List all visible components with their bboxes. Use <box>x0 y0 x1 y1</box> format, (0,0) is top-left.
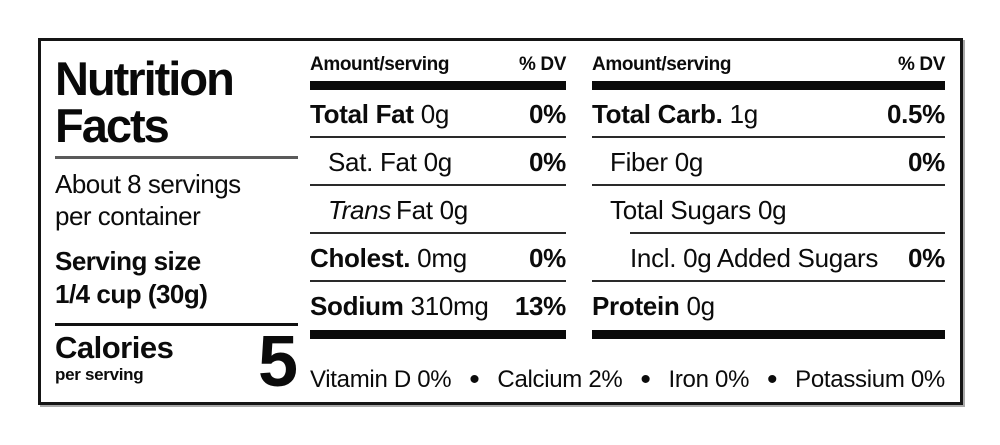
divider <box>55 156 298 159</box>
nutrients-column-right: Amount/serving % DV Total Carb. 1g 0.5% … <box>592 41 945 339</box>
nutrient-amount: 0g <box>420 98 450 129</box>
vitamin-d-value: Vitamin D 0% <box>310 366 452 393</box>
percent-dv-header: % DV <box>519 54 566 75</box>
vitamins-footer: Vitamin D 0% • Calcium 2% • Iron 0% • Po… <box>310 357 945 403</box>
nutrient-name: Protein <box>592 290 680 321</box>
nutrient-name: Total Carb. <box>592 98 723 129</box>
nutrient-name: Cholest. <box>310 242 411 273</box>
nutrient-amount: 1g <box>729 98 759 129</box>
divider <box>310 136 566 138</box>
iron-value: Iron 0% <box>668 366 750 393</box>
serving-size-value: 1/4 cup (30g) <box>55 279 208 309</box>
nutrient-row-total-carb: Total Carb. 1g 0.5% <box>592 90 945 138</box>
nutrient-amount: 0g <box>674 146 704 177</box>
nutrient-dv: 0.5% <box>886 98 945 129</box>
nutrient-name: Total Sugars <box>610 194 751 225</box>
nutrient-amount: 0g <box>686 290 715 321</box>
nutrient-row-total-fat: Total Fat 0g 0% <box>310 90 566 138</box>
nutrient-amount: 310mg <box>410 290 489 321</box>
nutrient-row-sodium: Sodium 310mg 13% <box>310 282 566 330</box>
servings-line-1: About 8 servings <box>55 169 241 199</box>
nutrient-dv: 0% <box>908 146 945 177</box>
nutrition-facts-label: Nutrition Facts About 8 servings per con… <box>38 38 963 405</box>
nutrient-dv: 13% <box>514 290 566 321</box>
amount-per-serving-header: Amount/serving <box>310 54 450 75</box>
bullet-separator: • <box>767 363 778 396</box>
nutrient-row-added-sugars: Incl. 0g Added Sugars 0% <box>592 234 945 282</box>
nutrient-dv: 0% <box>908 242 945 273</box>
nutrient-dv: 0% <box>529 242 566 273</box>
divider <box>310 184 566 186</box>
nutrient-name: Incl. 0g Added Sugars <box>630 242 879 273</box>
nutrient-row-trans-fat: Trans Fat 0g <box>310 186 566 234</box>
title-line-1: Nutrition <box>55 52 235 105</box>
percent-dv-header: % DV <box>898 54 945 75</box>
nutrient-row-total-sugars: Total Sugars 0g <box>592 186 945 234</box>
calories-labels: Calories per serving <box>55 330 174 385</box>
divider <box>310 232 566 234</box>
calories-value: 5 <box>257 322 298 402</box>
nutrient-row-cholesterol: Cholest. 0mg 0% <box>310 234 566 282</box>
nutrient-dv: 0% <box>529 98 566 129</box>
nutrient-name: Sodium <box>310 290 404 321</box>
column-header: Amount/serving % DV <box>592 41 945 81</box>
calories-label: Calories <box>55 330 174 365</box>
nutrients-column-left: Amount/serving % DV Total Fat 0g 0% Sat.… <box>310 41 566 339</box>
nutrient-amount: 0mg <box>417 242 467 273</box>
divider <box>55 323 298 326</box>
calories-row: Calories per serving 5 <box>55 322 298 402</box>
serving-size-label: Serving size <box>55 246 201 276</box>
serving-size: Serving size 1/4 cup (30g) <box>55 245 298 311</box>
servings-per-container: About 8 servings per container <box>55 168 298 232</box>
thick-bar <box>310 81 566 90</box>
calories-subtext: per serving <box>55 365 144 384</box>
label-left-column: Nutrition Facts About 8 servings per con… <box>55 55 298 402</box>
nutrient-row-fiber: Fiber 0g 0% <box>592 138 945 186</box>
nutrient-row-sat-fat: Sat. Fat 0g 0% <box>310 138 566 186</box>
thick-bar <box>592 330 945 339</box>
amount-per-serving-header: Amount/serving <box>592 54 732 75</box>
nutrient-name: Trans <box>328 194 392 225</box>
column-header: Amount/serving % DV <box>310 41 566 81</box>
nutrient-name: Fiber <box>610 146 668 177</box>
bullet-separator: • <box>640 363 651 396</box>
nutrient-amount: 0g <box>757 194 787 225</box>
divider <box>310 280 566 282</box>
thick-bar <box>310 330 566 339</box>
divider <box>592 280 945 282</box>
divider <box>592 184 945 186</box>
title-line-2: Facts <box>55 99 170 152</box>
divider <box>630 232 945 234</box>
calcium-value: Calcium 2% <box>497 366 623 393</box>
bullet-separator: • <box>469 363 480 396</box>
nutrient-amount: 0g <box>423 146 453 177</box>
divider <box>592 136 945 138</box>
nutrient-name: Total Fat <box>310 98 414 129</box>
thick-bar <box>592 81 945 90</box>
potassium-value: Potassium 0% <box>795 366 945 393</box>
label-title: Nutrition Facts <box>55 55 298 149</box>
nutrient-dv: 0% <box>529 146 566 177</box>
nutrient-row-protein: Protein 0g <box>592 282 945 330</box>
nutrient-amount: Fat 0g <box>396 194 468 225</box>
nutrient-name: Sat. Fat <box>328 146 417 177</box>
servings-line-2: per container <box>55 201 201 231</box>
